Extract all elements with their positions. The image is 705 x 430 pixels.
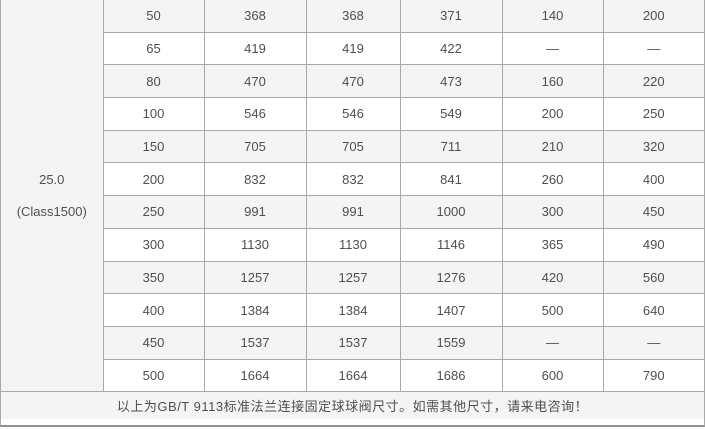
table-cell: 419 xyxy=(203,31,307,66)
table-cell: 1146 xyxy=(399,227,503,262)
table-cell: — xyxy=(501,325,604,360)
table-cell: 549 xyxy=(399,97,503,131)
table-cell: 790 xyxy=(602,358,705,393)
table-cell: 473 xyxy=(399,64,503,99)
table-cell: — xyxy=(602,325,705,360)
table-row: 250 991 991 1000 300 450 xyxy=(1,195,705,229)
table-row: 150 705 705 711 210 320 xyxy=(1,129,705,164)
table-cell: 1257 xyxy=(203,260,307,295)
table-cell: 450 xyxy=(602,195,705,229)
table-cell: 450 xyxy=(102,325,205,360)
pressure-class-label: (Class1500) xyxy=(16,203,87,219)
table-body: 25.0 (Class1500) 50 368 368 371 140 200 65… xyxy=(0,0,705,420)
table-cell: 640 xyxy=(602,293,705,327)
table-cell: 600 xyxy=(501,358,604,393)
table-cell: 705 xyxy=(305,129,401,164)
table-cell: 1257 xyxy=(305,260,401,295)
table-cell: 368 xyxy=(203,0,307,33)
table-cell: 140 xyxy=(501,0,604,33)
table-cell: 250 xyxy=(102,195,205,229)
table-cell: 490 xyxy=(602,227,705,262)
table-row: 400 1384 1384 1407 500 640 xyxy=(1,293,705,327)
table-cell: 200 xyxy=(501,97,604,131)
table-cell: 1130 xyxy=(305,227,401,262)
table-cell: 705 xyxy=(203,129,307,164)
table-cell: 1664 xyxy=(305,358,401,393)
pressure-value: 25.0 xyxy=(39,171,65,187)
table-cell: 1384 xyxy=(305,293,401,327)
table-cell: 500 xyxy=(102,358,205,393)
table-cell: 560 xyxy=(602,260,705,295)
table-cell: 1686 xyxy=(399,358,503,393)
table-cell: 1537 xyxy=(305,325,401,360)
table-cell: 150 xyxy=(102,129,205,164)
table-cell: 200 xyxy=(102,162,205,197)
table-cell: 711 xyxy=(399,129,503,164)
table-cell: 991 xyxy=(305,195,401,229)
table-cell: 300 xyxy=(102,227,205,262)
table-cell: 991 xyxy=(203,195,307,229)
table-row: 450 1537 1537 1559 — — xyxy=(1,325,705,360)
table-footer-row: 以上为GB/T 9113标准法兰连接固定球球阀尺寸。如需其他尺寸，请来电咨询！ xyxy=(0,391,705,420)
table-row: 350 1257 1257 1276 420 560 xyxy=(1,260,705,295)
table-cell: 160 xyxy=(501,64,604,99)
table-cell: 371 xyxy=(399,0,503,33)
table-cell: 220 xyxy=(602,64,705,99)
valve-dimensions-table: 25.0 (Class1500) 50 368 368 371 140 200 65… xyxy=(0,0,705,420)
table-cell: 1276 xyxy=(399,260,503,295)
table-row: 65 419 419 422 — — xyxy=(1,31,705,66)
table-cell: 210 xyxy=(501,129,604,164)
table-cell: 420 xyxy=(501,260,604,295)
table-cell: 350 xyxy=(102,260,205,295)
table-cell: 546 xyxy=(305,97,401,131)
table-cell: 470 xyxy=(203,64,307,99)
table-cell: 419 xyxy=(305,31,401,66)
table-cell: 1537 xyxy=(203,325,307,360)
table-cell: 100 xyxy=(102,97,205,131)
table-cell: 500 xyxy=(501,293,604,327)
table-cell: 400 xyxy=(102,293,205,327)
table-cell: 832 xyxy=(203,162,307,197)
table-cell: 80 xyxy=(102,64,205,99)
table-cell: 1130 xyxy=(203,227,307,262)
table-cell: 1384 xyxy=(203,293,307,327)
table-cell: 1664 xyxy=(203,358,307,393)
table-cell: 365 xyxy=(501,227,604,262)
table-cell: — xyxy=(501,31,604,66)
table-cell: 841 xyxy=(399,162,503,197)
table-cell: 368 xyxy=(305,0,401,33)
table-cell: — xyxy=(602,31,705,66)
table-cell: 300 xyxy=(501,195,604,229)
table-row: 500 1664 1664 1686 600 790 xyxy=(1,358,705,393)
table-cell: 1559 xyxy=(399,325,503,360)
table-cell: 832 xyxy=(305,162,401,197)
table-row: 200 832 832 841 260 400 xyxy=(1,162,705,197)
table-cell: 200 xyxy=(602,0,705,33)
table-cell: 1407 xyxy=(399,293,503,327)
table-cell: 65 xyxy=(102,31,205,66)
table-cell: 1000 xyxy=(399,195,503,229)
table-row: 25.0 (Class1500) 50 368 368 371 140 200 xyxy=(0,0,705,393)
pressure-class-cell: 25.0 (Class1500) xyxy=(0,0,104,393)
table-cell: 50 xyxy=(102,0,205,33)
table-cell: 546 xyxy=(203,97,307,131)
table-cell: 470 xyxy=(305,64,401,99)
table-footer-note: 以上为GB/T 9113标准法兰连接固定球球阀尺寸。如需其他尺寸，请来电咨询！ xyxy=(0,391,705,420)
table-cell: 260 xyxy=(501,162,604,197)
table-cell: 320 xyxy=(602,129,705,164)
table-row: 300 1130 1130 1146 365 490 xyxy=(1,227,705,262)
table-cell: 422 xyxy=(399,31,503,66)
table-row: 80 470 470 473 160 220 xyxy=(1,64,705,99)
table-row: 100 546 546 549 200 250 xyxy=(1,97,705,131)
table-cell: 250 xyxy=(602,97,705,131)
table-cell: 400 xyxy=(602,162,705,197)
